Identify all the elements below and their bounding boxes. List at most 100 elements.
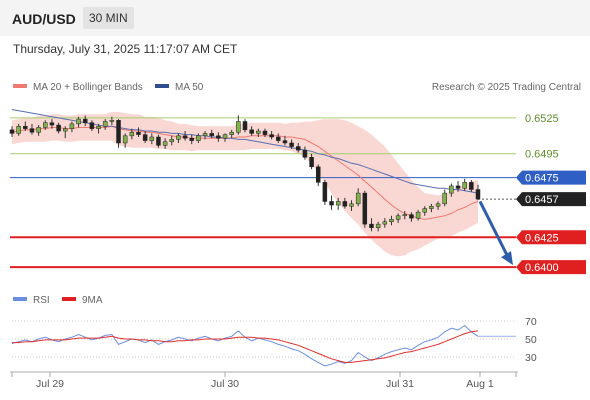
candle <box>189 134 194 145</box>
candle-body <box>435 203 441 207</box>
forecast-arrow <box>478 200 513 266</box>
candle-body <box>162 141 168 146</box>
level-label-0.6525: 0.6525 <box>525 113 559 125</box>
candle <box>362 190 368 228</box>
symbol-label: AUD/USD <box>12 11 76 27</box>
level-badge-0.6425: 0.6425 <box>516 230 586 245</box>
rsi-ma-legend-swatch <box>62 297 76 301</box>
candle-body <box>375 223 381 228</box>
candle <box>149 133 155 145</box>
candle-body <box>322 182 328 202</box>
candle <box>435 201 441 210</box>
candle-body <box>262 130 268 135</box>
candle-body <box>69 123 75 129</box>
candle <box>236 115 241 135</box>
level-badge-0.6457: 0.6457 <box>516 192 586 207</box>
candle <box>282 135 288 146</box>
candle-body <box>102 121 108 127</box>
candle-body <box>475 189 481 200</box>
candle-body <box>462 182 467 189</box>
candle <box>9 126 15 137</box>
candle <box>269 131 274 140</box>
level-label-0.6495: 0.6495 <box>525 149 559 161</box>
candle-body <box>269 134 274 138</box>
candle-body <box>469 182 474 190</box>
candle <box>162 138 168 149</box>
candle <box>82 115 88 127</box>
rsi-panel: 70 50 30 <box>11 316 537 367</box>
candle-body <box>315 166 321 183</box>
candle-body <box>276 136 281 141</box>
header-bar: AUD/USD 30 MIN <box>0 0 590 36</box>
candle <box>322 179 328 206</box>
candle <box>229 129 234 139</box>
candle <box>302 146 308 160</box>
candle-body <box>402 214 408 217</box>
candle <box>122 133 128 148</box>
candle <box>109 116 115 126</box>
candle <box>43 120 48 130</box>
candle <box>142 131 148 143</box>
level-badge-bg <box>516 260 586 275</box>
candle <box>289 139 294 149</box>
candle-body <box>82 118 88 123</box>
candle-body <box>395 215 401 220</box>
timestamp: Thursday, July 31, 2025 11:17:07 AM CET <box>13 42 238 56</box>
credit-label: Research © 2025 Trading Central <box>432 82 581 93</box>
candle <box>422 206 427 216</box>
candle <box>249 126 254 136</box>
candle-body <box>189 137 194 141</box>
candle-body <box>236 121 241 133</box>
candle <box>335 197 341 210</box>
candle-body <box>116 120 121 144</box>
candle-body <box>282 140 288 144</box>
candle <box>56 122 61 134</box>
candle-body <box>29 128 35 133</box>
candle-body <box>169 139 175 143</box>
candle <box>342 197 348 209</box>
bollinger-band <box>12 111 478 257</box>
candle <box>455 181 461 192</box>
candle-body <box>335 201 341 206</box>
candle <box>382 218 388 228</box>
bollinger-band-area <box>12 111 478 257</box>
candle-body <box>369 223 374 228</box>
candle-body <box>449 185 454 194</box>
candle <box>176 133 181 143</box>
candle <box>262 128 268 137</box>
candle-body <box>409 214 414 219</box>
candle-body <box>329 201 334 206</box>
candle-body <box>122 135 128 144</box>
timeframe-badge[interactable]: 30 MIN <box>83 7 134 29</box>
ma-bb-legend-swatch <box>13 84 27 88</box>
candle-body <box>229 131 234 135</box>
candle-body <box>455 185 461 189</box>
level-badge-text: 0.6425 <box>525 232 559 244</box>
candle <box>29 123 35 135</box>
candle-body <box>56 124 61 132</box>
candle-body <box>129 131 135 137</box>
candle-body <box>63 128 68 132</box>
level-badge-0.6400: 0.6400 <box>516 260 586 275</box>
candle-body <box>36 127 41 133</box>
candle <box>136 127 141 137</box>
candle-body <box>43 122 48 128</box>
rsi-tick-30: 30 <box>525 352 537 364</box>
candle <box>16 123 21 136</box>
ma50-legend-swatch <box>155 84 169 88</box>
candle <box>49 119 55 129</box>
candle-body <box>309 157 314 168</box>
candles <box>9 115 481 232</box>
candle <box>462 178 467 191</box>
x-tick-label: Jul 29 <box>36 378 64 390</box>
candle <box>369 218 374 232</box>
candle <box>36 125 41 136</box>
candle-body <box>9 129 15 134</box>
candle <box>169 135 175 146</box>
candle-body <box>242 121 248 131</box>
rsi-ma-line <box>12 330 479 363</box>
candle-body <box>362 192 368 225</box>
candle <box>296 142 301 153</box>
level-badge-bg <box>516 230 586 245</box>
